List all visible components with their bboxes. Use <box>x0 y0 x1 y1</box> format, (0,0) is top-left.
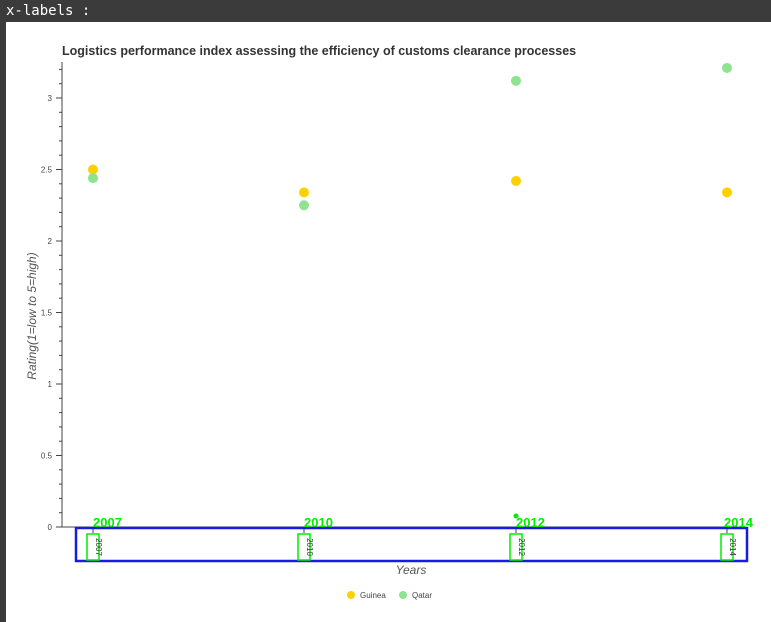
legend-label-guinea: Guinea <box>360 591 386 600</box>
point-guinea-2007 <box>88 164 98 175</box>
x-tick-label-2007: 2007 <box>94 538 103 556</box>
tick-label-box-2007 <box>86 533 100 561</box>
x-labels-region-box <box>74 526 749 563</box>
scatter-chart: Logistics performance index assessing th… <box>25 44 754 600</box>
annotation-label-2014: 2014 <box>724 515 754 530</box>
x-tick-label-2010: 2010 <box>305 538 314 556</box>
y-tick-label: 1.5 <box>41 309 53 318</box>
point-qatar-2014 <box>722 62 732 73</box>
data-points <box>88 62 732 211</box>
y-tick-label: 2 <box>48 237 53 246</box>
x-tick-label-2014: 2014 <box>728 538 737 556</box>
legend-marker-guinea <box>347 591 355 599</box>
y-tick-label: 0 <box>48 523 53 532</box>
point-qatar-2010 <box>299 200 309 211</box>
y-tick-label: 0.5 <box>41 452 53 461</box>
x-label-annotations: 2007 2007 2010 2010 2012 2012 2014 2014 <box>74 513 754 563</box>
x-labels-header: x-labels : <box>6 3 91 19</box>
y-tick-label: 3 <box>48 94 53 103</box>
tick-label-box-2014 <box>720 533 734 561</box>
annotation-label-2010: 2010 <box>304 515 333 530</box>
legend-marker-qatar <box>399 591 407 599</box>
legend: Guinea Qatar <box>347 591 432 600</box>
point-guinea-2012 <box>511 175 521 186</box>
tick-label-box-2010 <box>297 533 311 561</box>
annotation-label-2007: 2007 <box>93 515 122 530</box>
y-tick-label: 2.5 <box>41 166 53 175</box>
point-guinea-2014 <box>722 187 732 198</box>
annotation-marker <box>513 513 519 519</box>
top-bar: x-labels : <box>0 0 771 22</box>
annotation-label-2012: 2012 <box>516 515 545 530</box>
point-guinea-2010 <box>299 187 309 198</box>
chart-panel: Logistics performance index assessing th… <box>6 22 771 622</box>
tick-label-box-2012 <box>509 533 523 561</box>
y-axis-label: Rating(1=low to 5=high) <box>25 252 39 379</box>
point-qatar-2007 <box>88 173 98 184</box>
y-tick-label: 1 <box>48 380 53 389</box>
point-qatar-2012 <box>511 75 521 86</box>
x-axis-label: Years <box>396 563 427 577</box>
axes: 0 0.5 1 1.5 2 2.5 3 <box>41 62 738 533</box>
x-tick-label-2012: 2012 <box>517 538 526 556</box>
chart-title: Logistics performance index assessing th… <box>62 44 576 58</box>
legend-label-qatar: Qatar <box>412 591 432 600</box>
